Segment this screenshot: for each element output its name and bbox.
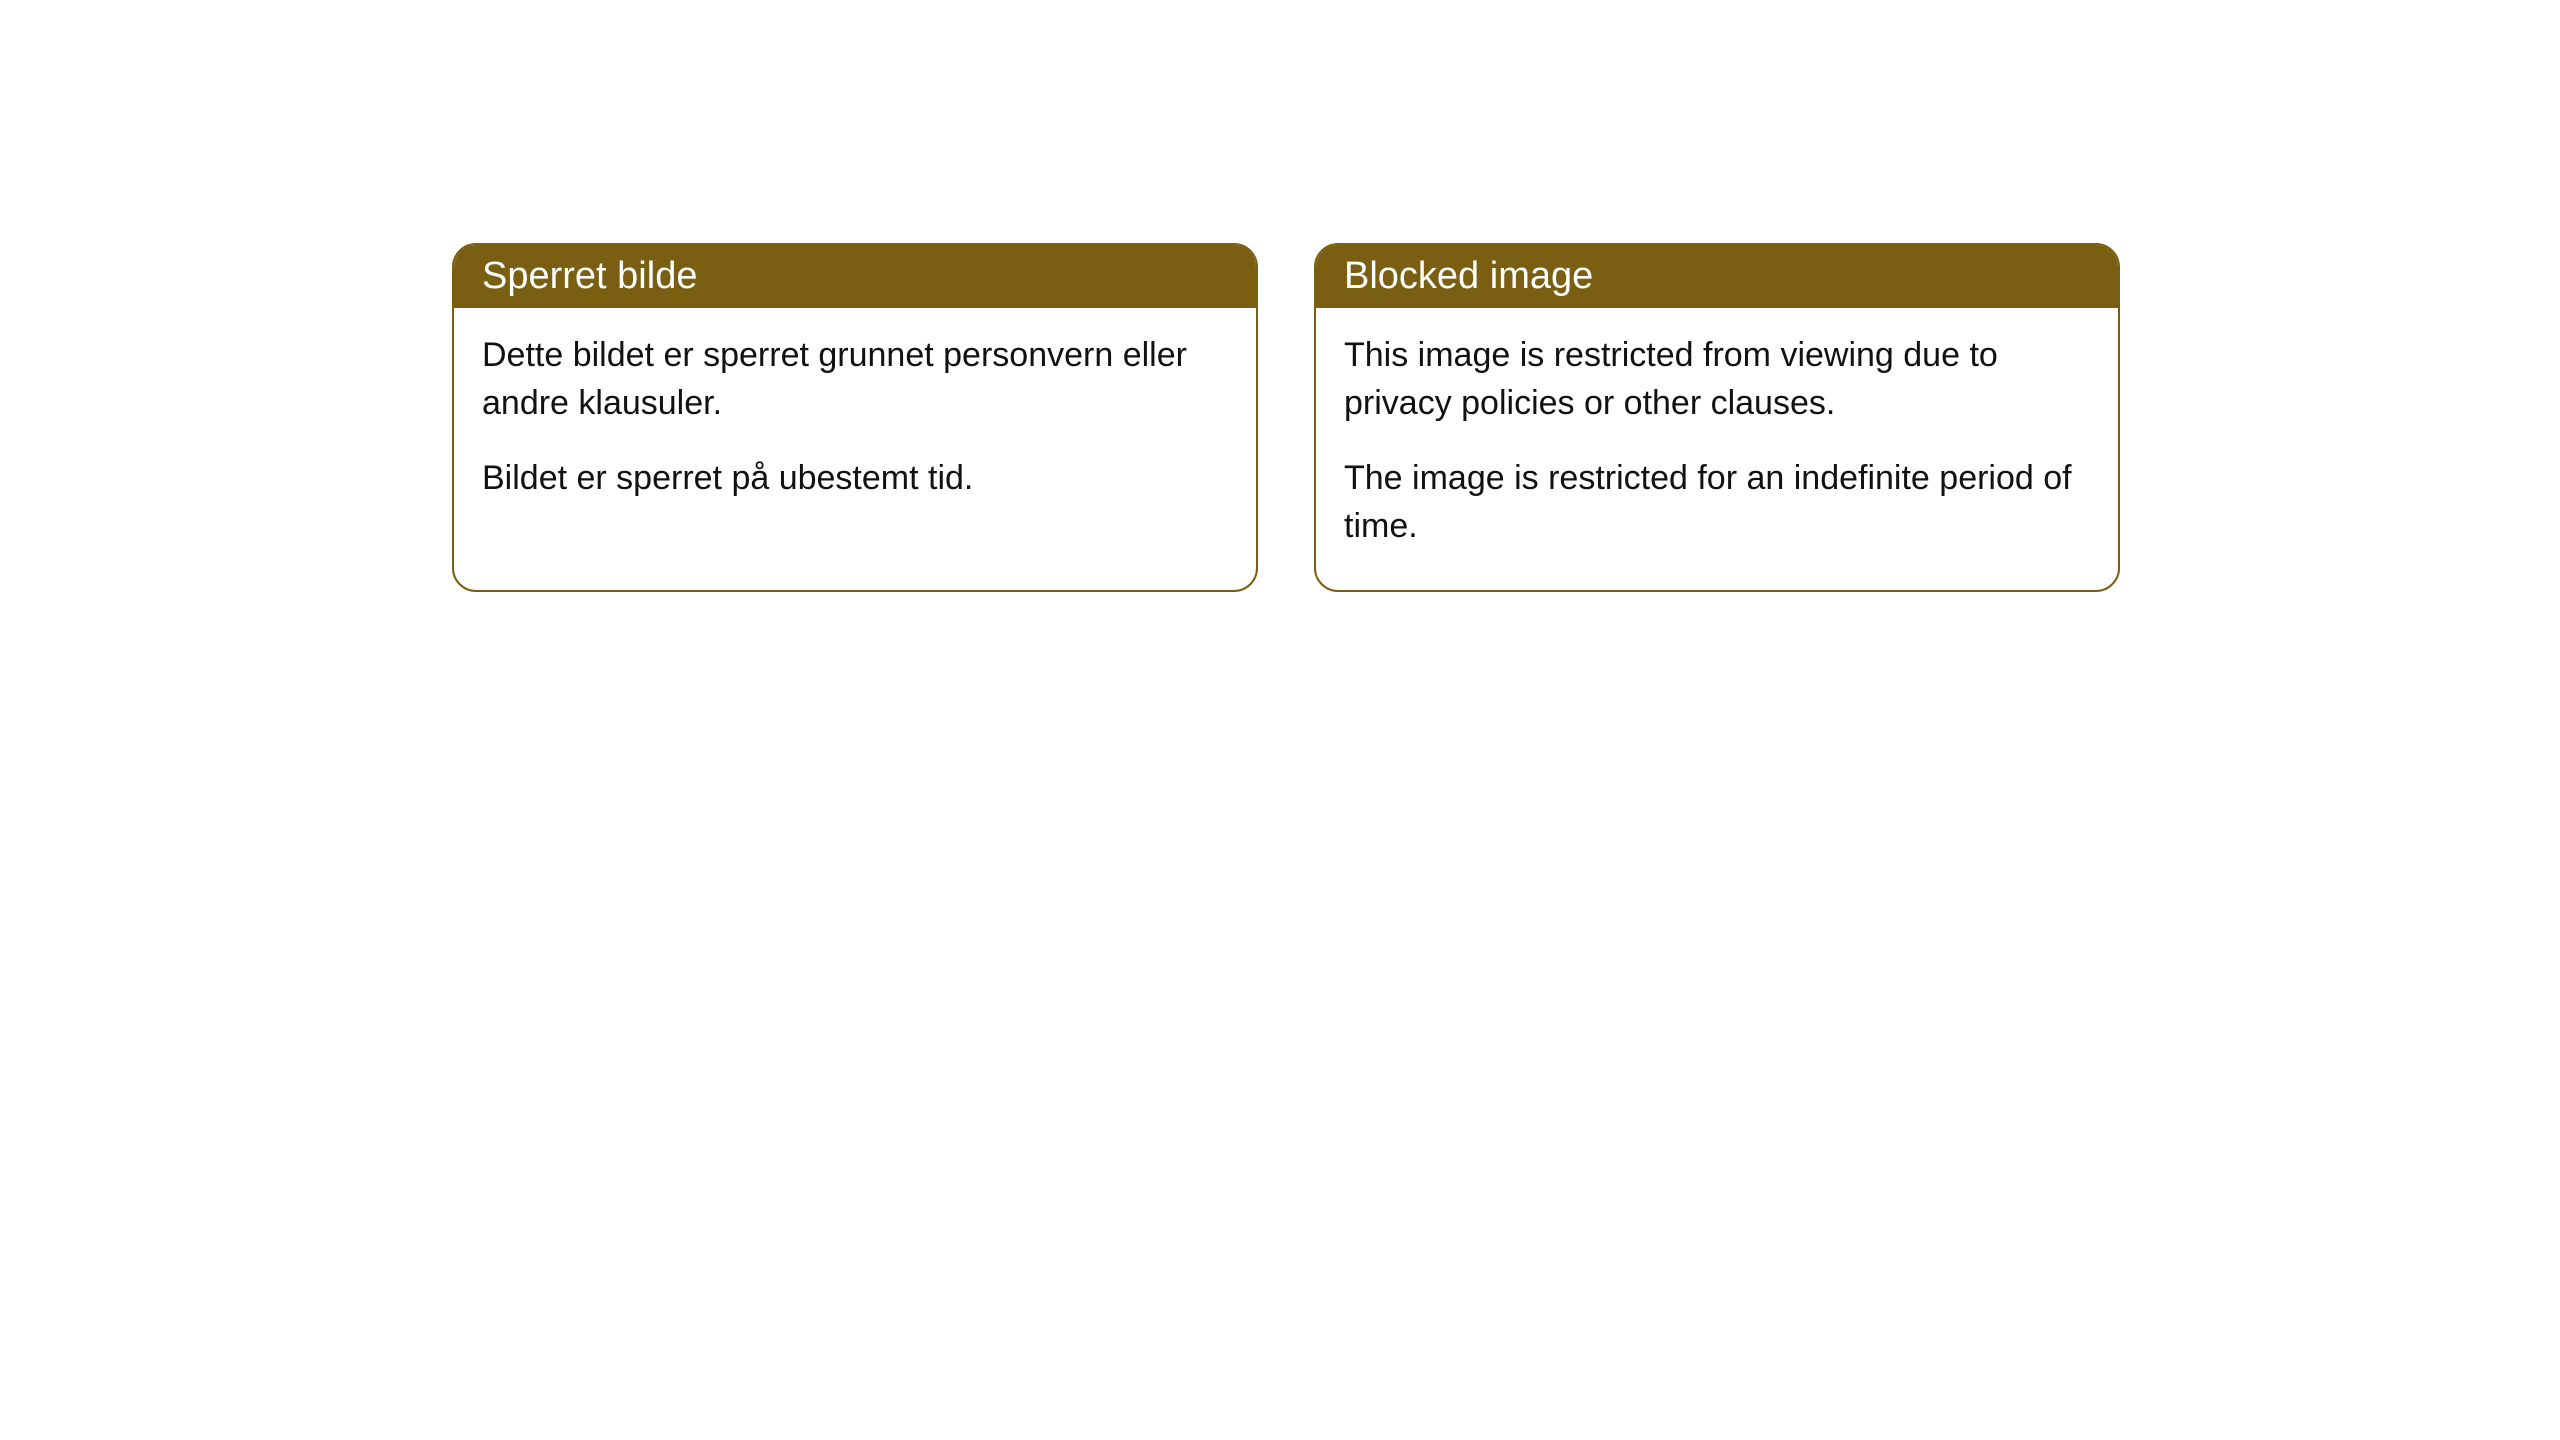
card-paragraph: Dette bildet er sperret grunnet personve…: [482, 332, 1228, 427]
card-paragraph: This image is restricted from viewing du…: [1344, 332, 2090, 427]
notice-card-english: Blocked image This image is restricted f…: [1314, 243, 2120, 592]
card-title: Sperret bilde: [482, 255, 697, 297]
notice-card-norwegian: Sperret bilde Dette bildet er sperret gr…: [452, 243, 1258, 592]
card-body: Dette bildet er sperret grunnet personve…: [454, 308, 1256, 543]
card-header: Blocked image: [1316, 245, 2118, 308]
card-title: Blocked image: [1344, 255, 1593, 297]
notice-cards-container: Sperret bilde Dette bildet er sperret gr…: [452, 243, 2120, 592]
card-paragraph: Bildet er sperret på ubestemt tid.: [482, 455, 1228, 503]
card-paragraph: The image is restricted for an indefinit…: [1344, 455, 2090, 550]
card-body: This image is restricted from viewing du…: [1316, 308, 2118, 590]
card-header: Sperret bilde: [454, 245, 1256, 308]
